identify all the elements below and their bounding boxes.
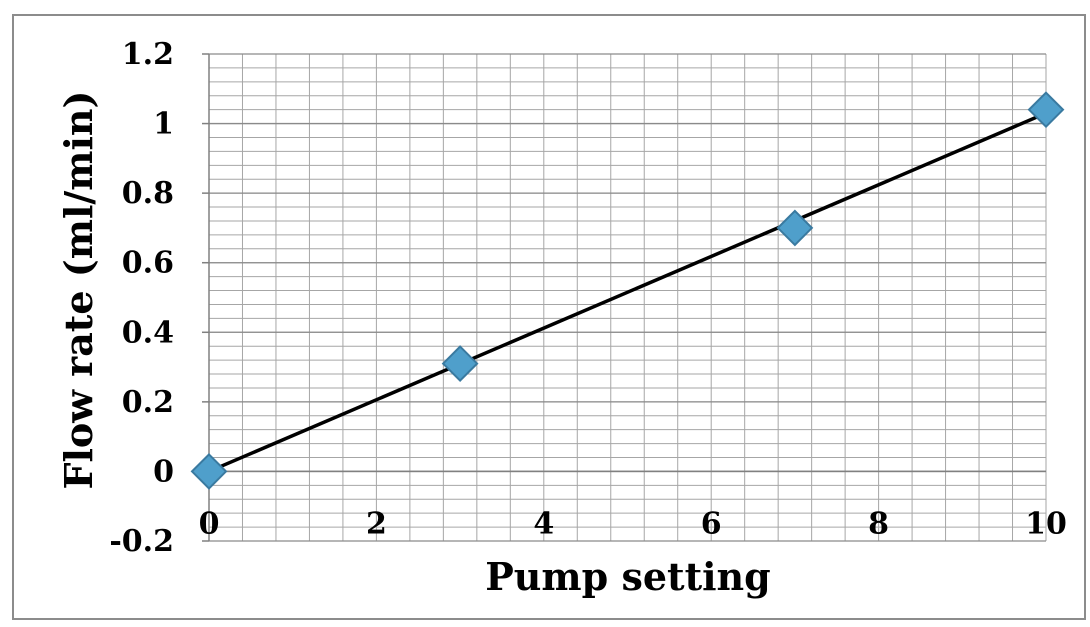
y-axis-title: Flow rate (ml/min) bbox=[56, 90, 101, 489]
y-tick-label: 0.2 bbox=[122, 385, 174, 420]
trendline bbox=[208, 111, 1047, 474]
data-points bbox=[190, 91, 1065, 490]
x-axis-title: Pump setting bbox=[485, 554, 771, 599]
y-tick-label: -0.2 bbox=[109, 524, 174, 559]
data-point bbox=[776, 209, 814, 247]
data-point bbox=[441, 345, 479, 383]
y-tick-label: 0.4 bbox=[122, 315, 174, 350]
x-tick-label: 2 bbox=[366, 506, 387, 541]
x-tick-label: 10 bbox=[1025, 506, 1067, 541]
chart-area bbox=[12, 14, 1086, 620]
tick-labels: -0.2 0 0.2 0.4 0.6 0.8 1 1.2 0 2 4 6 8 10 bbox=[109, 37, 1067, 559]
y-tick-label: 1.2 bbox=[122, 37, 174, 72]
data-point bbox=[190, 453, 228, 490]
axes bbox=[202, 53, 1046, 542]
x-tick-label: 8 bbox=[868, 506, 889, 541]
y-tick-label: 0 bbox=[153, 454, 174, 489]
y-tick-label: 0.6 bbox=[122, 246, 174, 281]
x-tick-label: 4 bbox=[533, 506, 554, 541]
x-tick-label: 6 bbox=[701, 506, 722, 541]
trendline-group bbox=[208, 111, 1047, 474]
y-tick-label: 0.8 bbox=[122, 176, 174, 211]
data-point bbox=[1027, 91, 1065, 129]
x-tick-label: 0 bbox=[199, 506, 220, 541]
y-tick-label: 1 bbox=[153, 107, 174, 142]
gridlines bbox=[208, 53, 1047, 542]
